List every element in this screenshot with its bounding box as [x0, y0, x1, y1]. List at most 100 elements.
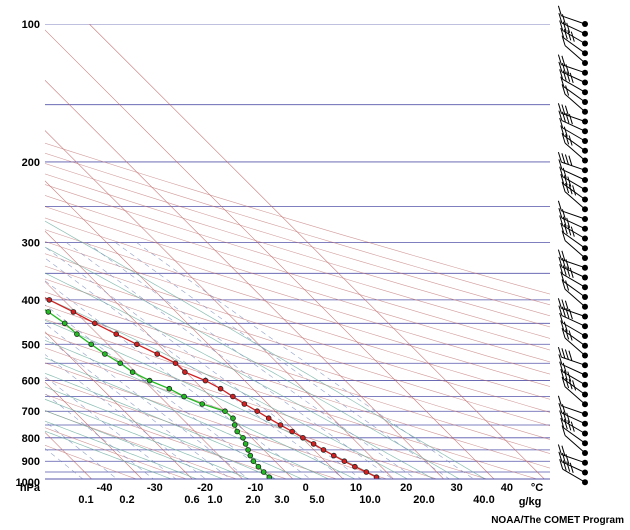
- wind-barb-flag: [564, 349, 569, 360]
- isotherm-line: [45, 381, 143, 479]
- mixing-ratio-line: [45, 354, 207, 479]
- temperature-point: [289, 428, 295, 435]
- wind-barb-flag: [559, 166, 564, 177]
- wind-barb-flag: [565, 182, 570, 194]
- wind-barb: [557, 395, 588, 417]
- temperature-point: [310, 441, 317, 447]
- wind-barb-flag: [561, 257, 566, 269]
- dry-adiabat-line: [45, 241, 550, 400]
- moist-adiabat-line: [45, 420, 198, 479]
- wind-barb-flag: [560, 222, 565, 234]
- dry-adiabat-line: [45, 142, 550, 295]
- wind-barb-staff: [561, 161, 586, 171]
- wind-barb-staff: [564, 45, 586, 64]
- dry-adiabat-line: [45, 253, 550, 413]
- wind-barb: [559, 166, 588, 193]
- mixing-ratio-tick-label: 10.0: [359, 494, 380, 506]
- dry-adiabat-line: [45, 278, 550, 440]
- wind-barb-flag: [561, 348, 566, 359]
- moist-adiabat-line: [45, 272, 435, 479]
- dry-adiabat-line: [45, 347, 438, 479]
- isotherm-line: [45, 29, 495, 479]
- temperature-point: [300, 434, 306, 441]
- wind-barb-staff: [562, 371, 586, 386]
- temperature-point: [320, 447, 327, 453]
- dewpoint-trace: [45, 309, 274, 479]
- wind-barb-flag: [565, 377, 570, 389]
- mixing-ratio-line: [115, 242, 450, 479]
- wind-barb-flag: [562, 167, 567, 179]
- wind-barb-flag: [558, 207, 563, 219]
- wind-barb-staff: [561, 405, 586, 415]
- mixing-ratio-line: [45, 280, 311, 479]
- wind-barb-staff: [561, 15, 586, 25]
- wind-barb-staff: [561, 22, 586, 35]
- wind-barb-flag: [562, 460, 567, 471]
- temperature-point: [46, 297, 53, 303]
- wind-barb-flag: [560, 320, 565, 331]
- wind-barb-staff: [564, 288, 586, 308]
- moist-adiabat-line: [45, 246, 461, 479]
- wind-barb: [559, 264, 588, 291]
- wind-barb-flag: [572, 380, 577, 391]
- wind-barb-flag: [557, 444, 562, 455]
- dewpoint-point: [5, 285, 10, 290]
- wind-barb-flag: [559, 312, 564, 324]
- wind-barb-flag: [557, 5, 562, 16]
- wind-barb-flag: [568, 350, 573, 361]
- mixing-ratio-tick-label: 1.0: [207, 494, 222, 506]
- temperature-tick-label: -30: [147, 482, 163, 494]
- dry-adiabat-line: [45, 229, 550, 387]
- wind-barb-flag: [558, 256, 563, 268]
- wind-barb-flag: [561, 132, 566, 144]
- wind-barb: [560, 76, 588, 105]
- pressure-axis-label: hPa: [20, 482, 41, 494]
- pressure-tick-label: 200: [22, 157, 40, 169]
- dewpoint-point: [240, 434, 246, 441]
- temperature-point: [373, 474, 380, 479]
- wind-barb: [558, 354, 588, 378]
- wind-barb-staff: [562, 176, 586, 191]
- wind-barb-flag: [562, 362, 567, 374]
- wind-barb-staff: [564, 93, 586, 113]
- wind-barb-staff: [562, 127, 586, 142]
- mixing-ratio-tick-label: 5.0: [309, 494, 324, 506]
- wind-barb-flag: [558, 402, 563, 414]
- wind-barb-staff: [561, 356, 586, 366]
- wind-barb-flag: [565, 280, 570, 291]
- wind-barb-flag: [559, 69, 564, 80]
- dewpoint-point: [250, 458, 257, 465]
- wind-barb-flag: [563, 321, 568, 332]
- wind-barb-staff: [562, 273, 586, 288]
- wind-barb-flag: [559, 361, 564, 372]
- wind-barb-flag: [570, 421, 575, 432]
- mixing-ratio-line: [45, 336, 231, 479]
- dewpoint-point: [166, 385, 173, 392]
- wind-barb-flag: [563, 175, 568, 186]
- wind-barb-flag: [568, 184, 573, 195]
- mixing-ratio-line: [86, 242, 417, 479]
- temperature-point: [154, 351, 161, 357]
- dewpoint-point: [61, 320, 68, 327]
- wind-barb-flag: [561, 376, 566, 387]
- temperature-tick-label: 20: [400, 482, 412, 494]
- dry-adiabat-line: [45, 427, 188, 479]
- temperature-tick-label: 10: [350, 482, 362, 494]
- temperature-tick-label: 30: [450, 482, 462, 494]
- wind-barb-flag: [569, 267, 574, 278]
- wind-barb-flag: [567, 420, 572, 431]
- moist-adiabat-line: [45, 386, 277, 479]
- mixing-ratio-tick-label: 2.0: [245, 494, 260, 506]
- dewpoint-point: [129, 369, 136, 375]
- dewpoint-point: [146, 377, 153, 384]
- mixing-ratio-line: [45, 393, 154, 479]
- wind-barb-flag: [565, 112, 570, 124]
- wind-barb-flag: [568, 309, 573, 320]
- wind-barb-flag: [561, 55, 566, 66]
- wind-barb: [559, 312, 588, 339]
- wind-barb-staff: [564, 142, 586, 161]
- wind-barb-flag: [565, 259, 570, 270]
- wind-barb-staff: [561, 71, 586, 83]
- wind-barb-flag: [561, 111, 566, 122]
- temperature-tick-label: 40: [501, 482, 513, 494]
